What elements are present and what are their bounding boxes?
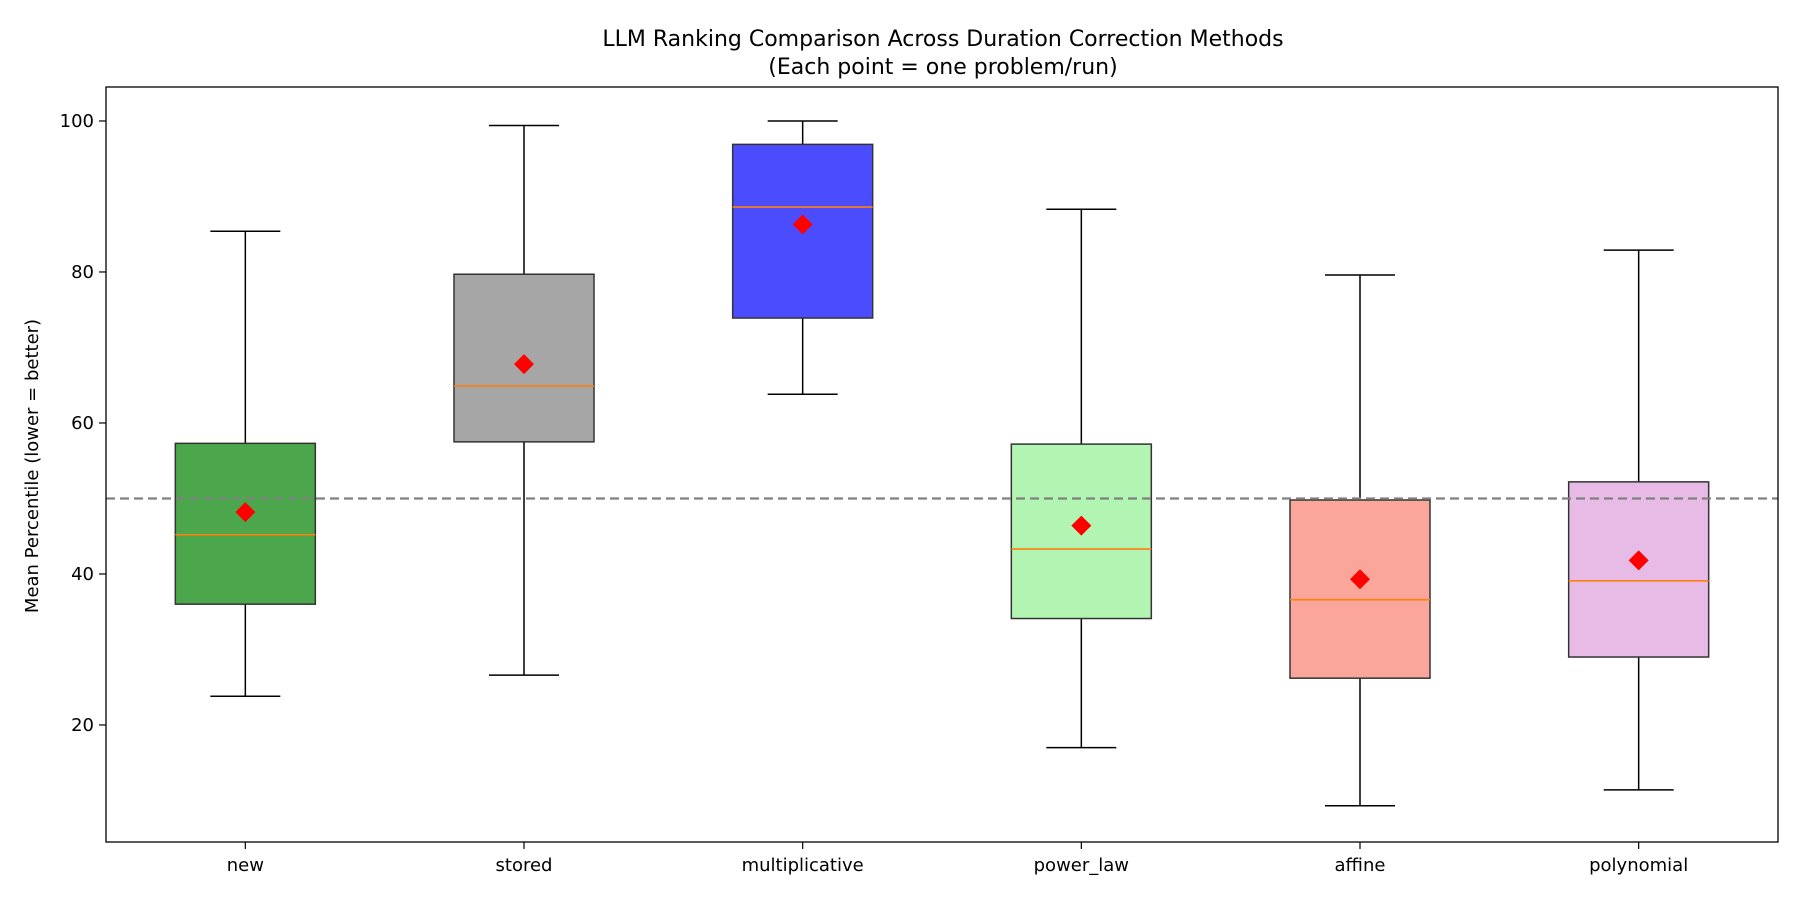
x-tick-label-new: new [227,855,264,876]
mean-marker-stored [514,354,534,375]
y-tick-label: 80 [71,262,94,283]
x-tick-label-multiplicative: multiplicative [742,855,864,876]
chart-title: LLM Ranking Comparison Across Duration C… [602,27,1283,52]
mean-marker-multiplicative [792,214,813,235]
y-tick-label: 20 [71,715,94,736]
x-tick-label-power_law: power_law [1034,855,1129,876]
y-tick-label: 100 [60,111,94,132]
plot-area: 20 40 60 80 100 new stored multiplicative power_… [60,86,1779,876]
y-axis-label: Mean Percentile (lower = better) [22,319,43,613]
y-tick-label: 60 [71,413,94,434]
plot-frame [105,86,1779,843]
chart-subtitle: (Each point = one problem/run) [768,55,1117,80]
mean-marker-new [235,502,256,523]
y-tick-label: 40 [71,564,94,585]
box-new [174,442,317,605]
x-tick-label-stored: stored [496,855,553,876]
mean-marker-affine [1350,569,1370,590]
mean-marker-power_law [1071,515,1092,536]
mean-marker-polynomial [1628,550,1649,571]
x-tick-label-polynomial: polynomial [1589,855,1688,876]
x-tick-label-affine: affine [1335,855,1386,876]
